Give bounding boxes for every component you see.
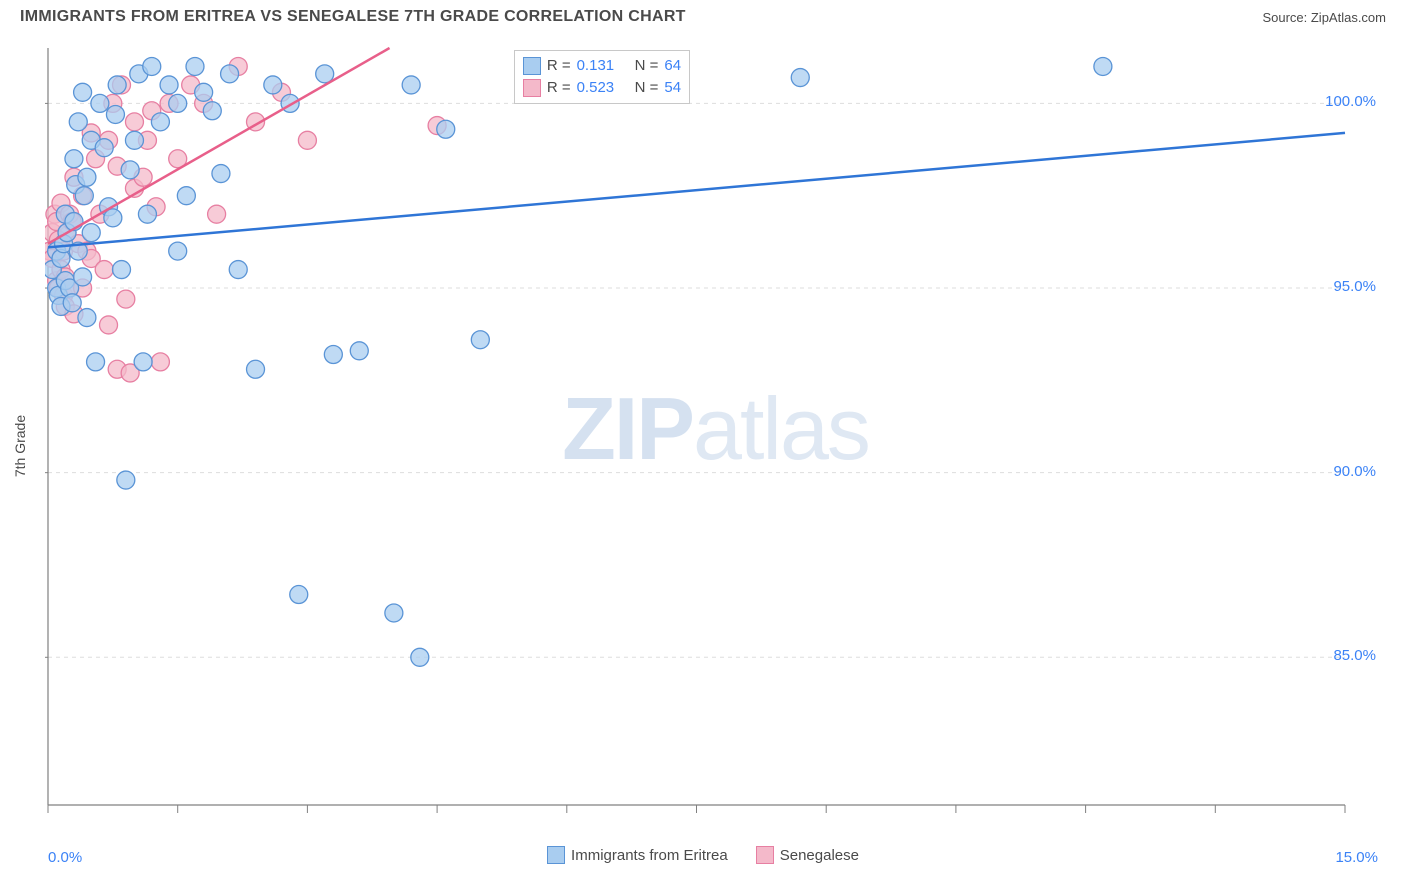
y-tick-label: 95.0% [1333, 278, 1376, 295]
r-label: R = [547, 55, 571, 77]
scatter-chart [45, 40, 1373, 820]
swatch-series2 [523, 79, 541, 97]
y-axis-label: 7th Grade [12, 415, 28, 477]
source-name: ZipAtlas.com [1311, 10, 1386, 25]
y-tick-label: 100.0% [1325, 93, 1376, 110]
stats-row-1: R = 0.131 N = 64 [523, 55, 681, 77]
n-label: N = [635, 77, 659, 99]
n-value-1: 64 [664, 55, 681, 77]
source-prefix: Source: [1262, 10, 1310, 25]
bottom-legend: Immigrants from Eritrea Senegalese [0, 846, 1406, 864]
chart-title: IMMIGRANTS FROM ERITREA VS SENEGALESE 7T… [20, 8, 686, 26]
y-tick-label: 85.0% [1333, 647, 1376, 664]
legend-item-1: Immigrants from Eritrea [547, 846, 728, 864]
y-tick-label: 90.0% [1333, 463, 1376, 480]
legend-label-1: Immigrants from Eritrea [571, 847, 728, 864]
swatch-series1 [547, 846, 565, 864]
source-attribution: Source: ZipAtlas.com [1262, 10, 1386, 25]
swatch-series1 [523, 57, 541, 75]
chart-area: ZIPatlas R = 0.131 N = 64 R = 0.523 N = … [45, 40, 1386, 827]
legend-label-2: Senegalese [780, 847, 859, 864]
r-label: R = [547, 77, 571, 99]
stats-legend: R = 0.131 N = 64 R = 0.523 N = 54 [514, 50, 690, 104]
swatch-series2 [756, 846, 774, 864]
r-value-1: 0.131 [577, 55, 629, 77]
n-value-2: 54 [664, 77, 681, 99]
n-label: N = [635, 55, 659, 77]
stats-row-2: R = 0.523 N = 54 [523, 77, 681, 99]
r-value-2: 0.523 [577, 77, 629, 99]
legend-item-2: Senegalese [756, 846, 859, 864]
